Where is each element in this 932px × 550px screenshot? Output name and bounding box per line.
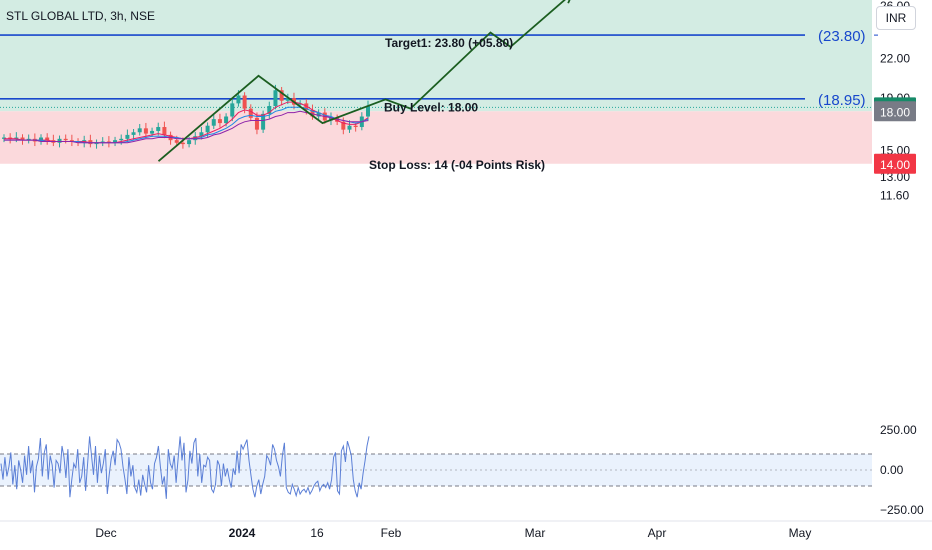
candle-body <box>125 134 130 139</box>
annotation-text: Target1: 23.80 (+05.80) <box>385 36 513 50</box>
candle-body <box>279 90 284 101</box>
candle-body <box>143 128 148 134</box>
candle-body <box>2 137 6 139</box>
candle-body <box>88 140 93 145</box>
stop-zone <box>0 111 872 164</box>
price-badge-text: 18.00 <box>880 105 910 119</box>
oscillator-panel: 250.00 0.00 −250.00 <box>0 423 924 517</box>
candle-body <box>254 117 259 130</box>
time-tick-label: 2024 <box>229 526 256 540</box>
candle-body <box>162 127 167 135</box>
candle-body <box>113 140 118 143</box>
candle-body <box>316 112 321 117</box>
time-tick-label: Feb <box>381 526 402 540</box>
candle-body <box>14 137 19 139</box>
candle-body <box>94 142 99 145</box>
candle-body <box>156 127 161 131</box>
price-badge-text: 14.00 <box>880 158 910 172</box>
candle-body <box>304 103 309 110</box>
candle-body <box>174 140 179 143</box>
candle-body <box>267 106 272 114</box>
time-tick-label: Apr <box>648 526 667 540</box>
candle-body <box>298 103 303 105</box>
candle-body <box>106 141 111 143</box>
projection-path <box>157 0 566 162</box>
annotations-layer: Target2: 27.75 (+9.75) Risk/Reward 1:2.4… <box>369 0 618 172</box>
candle-body <box>205 125 210 133</box>
symbol-title: STL GLOBAL LTD, 3h, NSE <box>6 9 155 23</box>
candle-body <box>26 138 31 141</box>
price-tick-label: 11.60 <box>880 188 909 202</box>
candle-body <box>310 109 315 117</box>
oscillator-tick-label: −250.00 <box>880 503 924 517</box>
time-tick-label: Mar <box>525 526 546 540</box>
candle-body <box>76 141 81 143</box>
time-tick-label: May <box>789 526 812 540</box>
candle-body <box>353 125 358 128</box>
price-tick-label: 22.00 <box>880 52 910 66</box>
oscillator-line <box>0 436 370 499</box>
annotation-text: Buy Level: 18.00 <box>384 100 478 114</box>
candle-body <box>63 138 68 141</box>
projection-layer <box>157 0 571 162</box>
candle-body <box>100 141 105 143</box>
candle-body <box>273 90 278 107</box>
price-badge <box>874 101 916 122</box>
candle-body <box>180 142 185 145</box>
candle-body <box>366 106 370 117</box>
candle-body <box>261 113 266 130</box>
candle-body <box>119 138 124 141</box>
price-badge <box>874 153 916 174</box>
candle-body <box>20 137 25 141</box>
level-label: (23.80) <box>818 28 866 45</box>
candle-body <box>236 95 241 104</box>
candle-body <box>230 103 235 117</box>
annotation-text: Stop Loss: 14 (-04 Points Risk) <box>369 158 545 172</box>
time-axis[interactable]: Dec 2024 16 Feb Mar Apr May <box>0 520 932 540</box>
candle-body <box>69 140 74 142</box>
currency-button[interactable]: INR <box>876 6 916 30</box>
oscillator-tick-label: 0.00 <box>880 463 904 477</box>
candle-body <box>150 130 155 134</box>
candle-body <box>187 140 192 145</box>
candle-body <box>248 108 253 118</box>
level-label: (18.95) <box>818 92 866 109</box>
candle-body <box>45 137 50 141</box>
candle-body <box>285 98 290 101</box>
candle-body <box>211 119 216 126</box>
target-zone <box>0 0 872 112</box>
candle-body <box>347 125 352 130</box>
candle-body <box>224 116 229 124</box>
candle-body <box>39 137 44 142</box>
zones-layer <box>0 0 872 164</box>
candle-body <box>217 119 222 124</box>
levels-layer: (31.70)(27.75)(23.80)(18.95) <box>0 28 878 109</box>
candle-body <box>131 132 136 135</box>
candle-body <box>242 95 247 109</box>
candle-body <box>137 128 142 133</box>
candle-body <box>8 137 13 139</box>
candle-body <box>199 132 204 137</box>
candle-body <box>341 121 346 130</box>
candle-body <box>193 136 198 141</box>
candle-body <box>57 138 62 143</box>
oscillator-tick-label: 250.00 <box>880 423 917 437</box>
candle-body <box>335 117 340 122</box>
time-tick-label: Dec <box>95 526 116 540</box>
time-tick-label: 16 <box>310 526 324 540</box>
